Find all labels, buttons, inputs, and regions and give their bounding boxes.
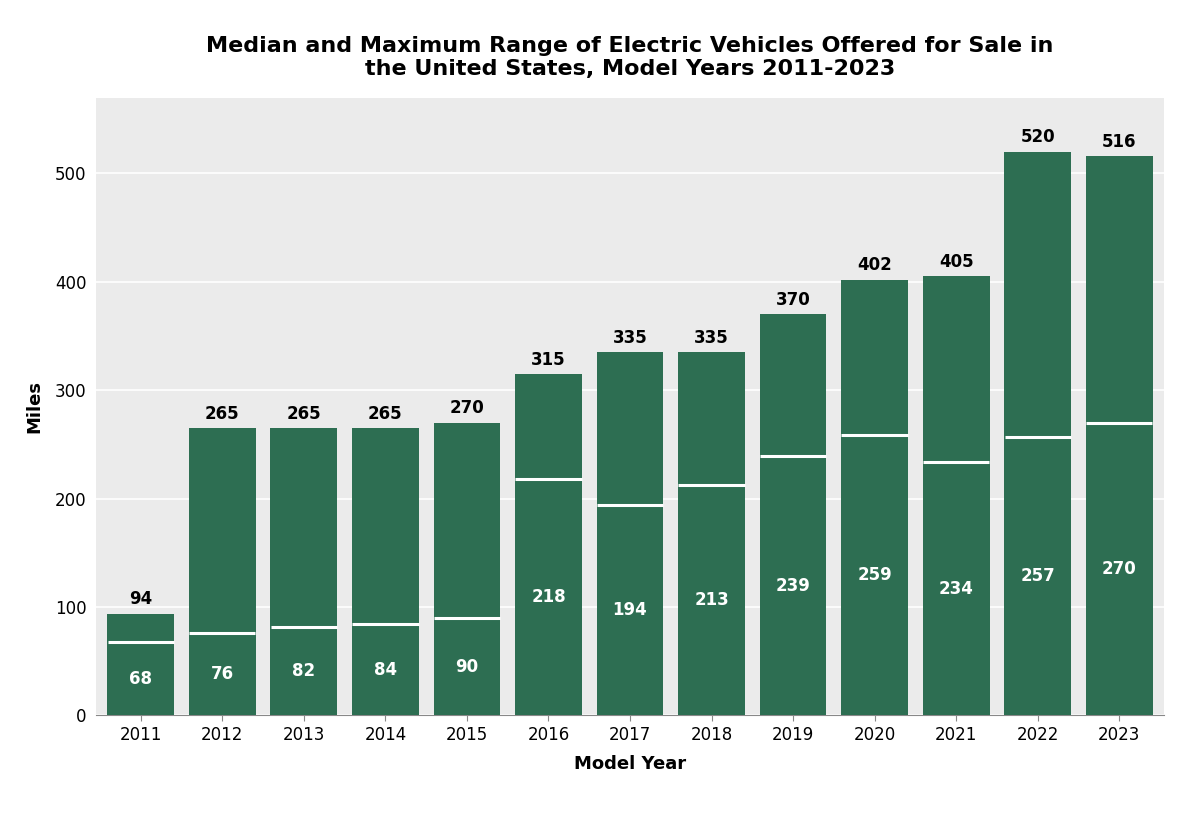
- Text: 265: 265: [205, 405, 240, 423]
- Bar: [596, 352, 664, 715]
- Text: 335: 335: [613, 329, 647, 347]
- Text: 239: 239: [775, 577, 810, 595]
- Text: 68: 68: [130, 670, 152, 688]
- Text: 520: 520: [1020, 128, 1055, 146]
- Text: 213: 213: [694, 591, 728, 609]
- Y-axis label: Miles: Miles: [25, 380, 43, 433]
- Text: 82: 82: [293, 662, 316, 680]
- Bar: [923, 276, 990, 715]
- Text: 84: 84: [374, 661, 397, 679]
- Text: 405: 405: [938, 253, 973, 271]
- Text: 194: 194: [613, 602, 647, 620]
- Text: 259: 259: [857, 566, 892, 584]
- Text: 94: 94: [130, 590, 152, 608]
- Bar: [515, 374, 582, 715]
- Text: 218: 218: [532, 589, 565, 606]
- Text: 402: 402: [857, 256, 892, 274]
- Text: 234: 234: [938, 580, 973, 598]
- Bar: [841, 280, 908, 715]
- Title: Median and Maximum Range of Electric Vehicles Offered for Sale in
the United Sta: Median and Maximum Range of Electric Veh…: [206, 36, 1054, 80]
- Bar: [433, 423, 500, 715]
- X-axis label: Model Year: Model Year: [574, 755, 686, 773]
- Bar: [270, 428, 337, 715]
- Text: 265: 265: [287, 405, 322, 423]
- Bar: [678, 352, 745, 715]
- Text: 516: 516: [1102, 133, 1136, 150]
- Bar: [188, 428, 256, 715]
- Text: 315: 315: [532, 350, 565, 368]
- Text: 90: 90: [455, 658, 479, 676]
- Text: 335: 335: [694, 329, 728, 347]
- Text: 370: 370: [775, 291, 810, 309]
- Bar: [760, 315, 827, 715]
- Text: 270: 270: [450, 399, 485, 417]
- Text: 265: 265: [368, 405, 403, 423]
- Bar: [1086, 156, 1152, 715]
- Bar: [1004, 152, 1072, 715]
- Text: 76: 76: [211, 665, 234, 683]
- Bar: [352, 428, 419, 715]
- Text: 257: 257: [1020, 567, 1055, 585]
- Text: 270: 270: [1102, 560, 1136, 578]
- Bar: [108, 614, 174, 715]
